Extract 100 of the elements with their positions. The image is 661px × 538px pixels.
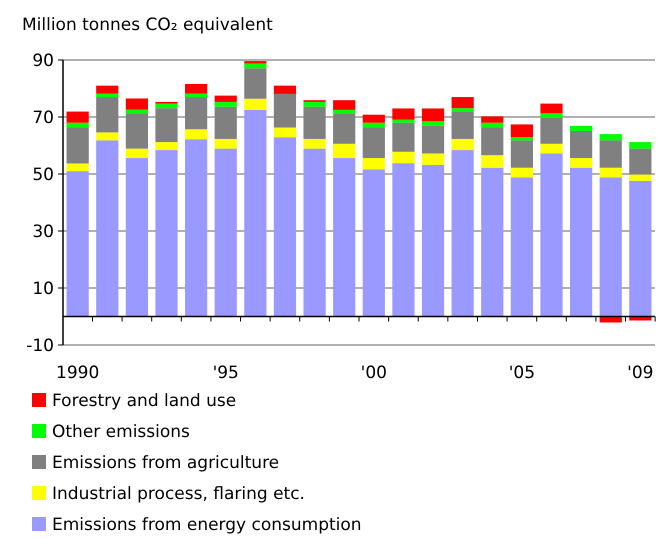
bar: [155, 150, 178, 316]
x-tick-label: '00: [360, 363, 387, 383]
bar: [510, 124, 533, 138]
bar: [214, 96, 237, 102]
bar: [510, 140, 533, 168]
bar: [66, 122, 89, 128]
bar: [452, 138, 474, 150]
bar: [481, 128, 504, 156]
bar: [510, 177, 533, 316]
bar: [244, 63, 266, 68]
legend-label: Other emissions: [52, 422, 190, 442]
bar: [452, 150, 474, 316]
bar: [96, 94, 118, 98]
bar: [126, 148, 148, 158]
bar: [66, 128, 89, 164]
bar: [362, 122, 385, 128]
bar: [185, 94, 208, 98]
bar: [570, 168, 592, 316]
y-tick-label: 50: [32, 164, 54, 185]
bar: [333, 100, 356, 110]
bar: [362, 158, 385, 170]
bar: [126, 113, 148, 149]
bar: [422, 164, 444, 316]
bar: [392, 120, 415, 123]
legend-label: Emissions from agriculture: [52, 452, 280, 473]
bar: [422, 153, 444, 165]
bar: [333, 158, 356, 316]
x-tick-label: '95: [212, 363, 239, 383]
y-tick-label: 10: [32, 278, 54, 299]
bar: [126, 98, 148, 110]
bar: [155, 142, 178, 150]
bar: [392, 152, 415, 164]
bar: [540, 144, 563, 154]
bar: [214, 138, 237, 149]
bar: [540, 104, 563, 114]
bar: [600, 168, 622, 178]
bar: [333, 110, 356, 114]
legend-label: Industrial process, flaring etc.: [52, 484, 305, 504]
y-tick-label: 30: [32, 222, 54, 242]
bar: [185, 84, 208, 94]
y-tick-label: -10: [26, 336, 54, 356]
bar: [303, 106, 326, 139]
bar: [96, 86, 118, 94]
bar: [422, 108, 444, 122]
bar: [481, 116, 504, 123]
bar: [540, 118, 563, 144]
bar: [510, 168, 533, 178]
bar: [600, 177, 622, 316]
bar: [274, 86, 296, 94]
bar: [126, 110, 148, 114]
bar: [185, 97, 208, 130]
bar: [362, 169, 385, 316]
bar: [600, 140, 622, 168]
bar: [214, 106, 237, 139]
bar: [244, 110, 266, 316]
bar: [629, 148, 652, 175]
bar: [185, 139, 208, 316]
y-axis-title: Million tonnes CO₂ equivalent: [22, 15, 274, 35]
bar: [481, 168, 504, 316]
bar: [629, 180, 652, 316]
bar: [185, 129, 208, 140]
bar: [481, 122, 504, 128]
bar: [362, 114, 385, 123]
bar: [303, 102, 326, 107]
bar: [155, 108, 178, 142]
bar: [274, 137, 296, 316]
bar: [629, 174, 652, 181]
bar: [362, 128, 385, 158]
bar: [155, 104, 178, 108]
bar: [96, 132, 118, 140]
bar: [126, 158, 148, 316]
bar: [510, 137, 533, 140]
bar: [392, 108, 415, 120]
bar: [422, 121, 444, 126]
bar: [540, 113, 563, 118]
bar: [570, 126, 592, 131]
bar: [570, 158, 592, 168]
legend-label: Forestry and land use: [52, 390, 236, 411]
bar: [333, 113, 356, 144]
bar: [244, 68, 266, 99]
bar: [392, 163, 415, 316]
bar: [570, 130, 592, 158]
bar: [481, 155, 504, 168]
x-tick-label: 1990: [56, 363, 100, 383]
bar: [244, 98, 266, 110]
bar: [333, 144, 356, 158]
bar: [303, 148, 326, 316]
bar: [452, 97, 474, 108]
bar: [422, 126, 444, 154]
bar: [66, 163, 89, 172]
bar: [214, 102, 237, 107]
bar: [303, 138, 326, 149]
bar: [274, 128, 296, 138]
bar: [452, 112, 474, 139]
legend-label: Emissions from energy consumption: [52, 514, 362, 535]
bar: [66, 112, 89, 123]
bar: [274, 94, 296, 128]
bar: [452, 108, 474, 112]
y-tick-label: 90: [32, 50, 54, 71]
bar: [392, 122, 415, 152]
